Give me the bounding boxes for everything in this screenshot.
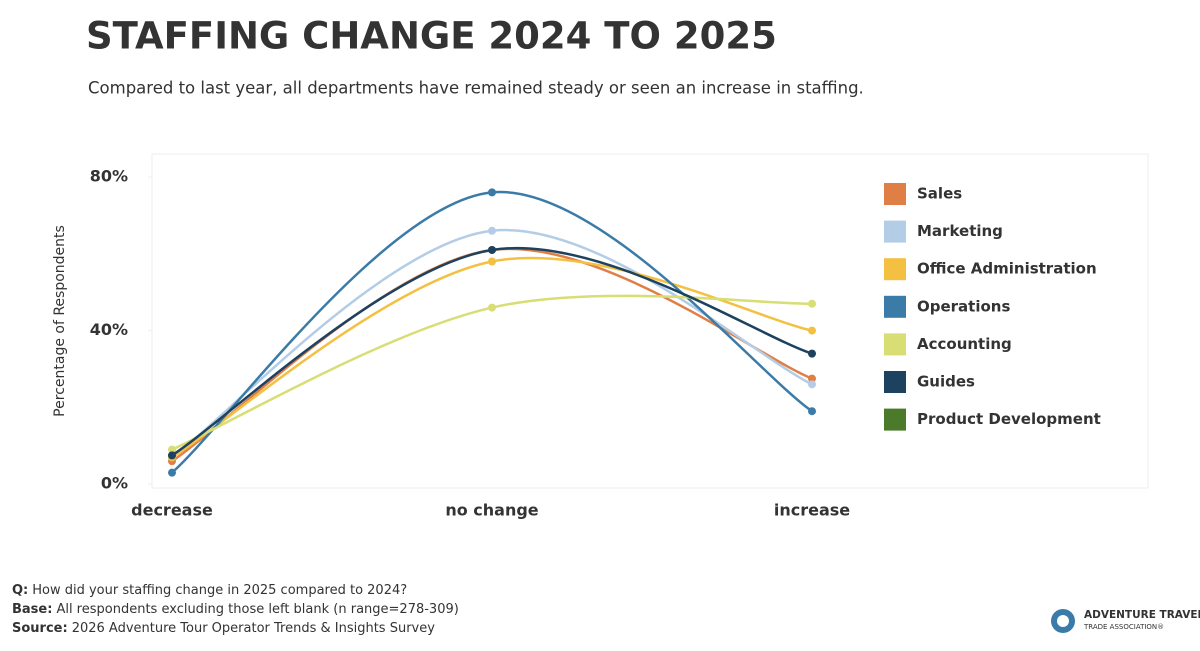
data-point bbox=[808, 326, 816, 335]
y-tick-label: 40% bbox=[90, 320, 128, 339]
legend-label: Product Development bbox=[917, 410, 1101, 428]
data-point bbox=[488, 188, 496, 197]
legend-swatch bbox=[884, 333, 906, 356]
data-point bbox=[808, 349, 816, 358]
legend-label: Marketing bbox=[917, 222, 1003, 240]
plot-area bbox=[151, 153, 1149, 489]
logo-subtext: TRADE ASSOCIATION® bbox=[1083, 623, 1164, 631]
legend-label: Operations bbox=[917, 297, 1010, 315]
legend-label: Office Administration bbox=[917, 260, 1097, 278]
x-tick-label: decrease bbox=[131, 501, 213, 520]
footnote-label: Base: bbox=[12, 602, 52, 617]
chart-title: STAFFING CHANGE 2024 TO 2025 bbox=[86, 15, 777, 58]
legend-label: Sales bbox=[917, 185, 962, 203]
chart-subtitle: Compared to last year, all departments h… bbox=[88, 79, 864, 98]
footnote: Source: 2026 Adventure Tour Operator Tren… bbox=[12, 621, 435, 636]
logo-text: ADVENTURE TRAVEL bbox=[1084, 609, 1200, 621]
legend-swatch bbox=[884, 183, 906, 205]
legend-swatch bbox=[884, 371, 906, 393]
legend-swatch bbox=[884, 295, 906, 318]
data-point bbox=[488, 226, 496, 235]
data-point bbox=[488, 245, 496, 254]
legend-label: Accounting bbox=[917, 335, 1012, 353]
footnote-text: All respondents excluding those left bla… bbox=[56, 602, 458, 617]
footnote: Base: All respondents excluding those lef… bbox=[12, 602, 459, 617]
y-tick-label: 0% bbox=[101, 474, 128, 493]
x-tick-label: no change bbox=[445, 501, 538, 520]
x-tick-label: increase bbox=[774, 501, 850, 520]
legend-label: Guides bbox=[917, 373, 975, 391]
legend-swatch bbox=[884, 220, 906, 243]
data-point bbox=[488, 303, 496, 312]
data-point bbox=[168, 445, 176, 454]
data-point bbox=[808, 299, 816, 308]
data-point bbox=[168, 468, 176, 477]
data-point bbox=[808, 407, 816, 416]
data-point bbox=[808, 380, 816, 389]
footnote-label: Source: bbox=[12, 621, 68, 636]
legend-swatch bbox=[884, 408, 906, 431]
data-point bbox=[488, 257, 496, 266]
footnote-text: 2026 Adventure Tour Operator Trends & In… bbox=[72, 621, 436, 636]
logo-icon-inner bbox=[1057, 615, 1069, 627]
legend-swatch bbox=[884, 258, 906, 281]
footnote-text: How did your staffing change in 2025 com… bbox=[32, 583, 407, 598]
footnote: Q: How did your staffing change in 2025 c… bbox=[12, 583, 407, 598]
footnote-label: Q: bbox=[12, 583, 28, 598]
data-point bbox=[168, 451, 176, 460]
y-axis-label: Percentage of Respondents bbox=[52, 225, 68, 417]
data-point bbox=[808, 374, 816, 383]
y-tick-label: 80% bbox=[90, 167, 128, 186]
logo: ADVENTURE TRAVEL TRADE ASSOCIATION® bbox=[1051, 609, 1200, 633]
